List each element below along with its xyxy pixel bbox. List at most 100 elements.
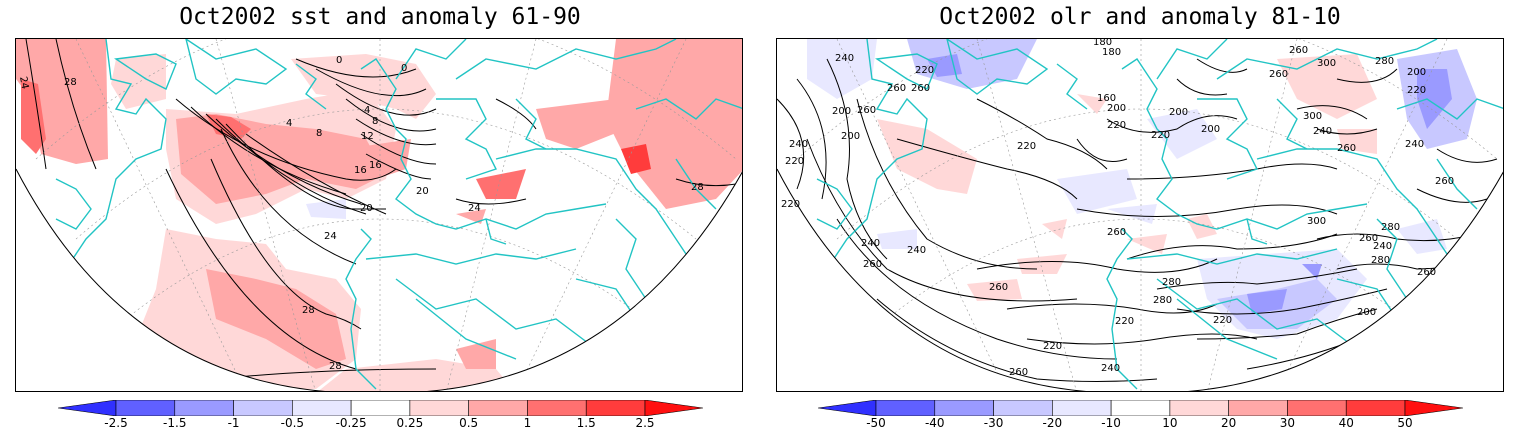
colorbar-tick-label: 10 xyxy=(1162,416,1178,430)
sst-anomaly-region xyxy=(606,39,742,209)
contour-label: 28 xyxy=(691,182,704,193)
contour-label: 220 xyxy=(1115,316,1134,327)
contour-label: 20 xyxy=(360,203,373,214)
colorbar-swatch xyxy=(292,400,352,416)
sst-anomaly-region xyxy=(621,144,651,174)
olr-anomaly-region xyxy=(1017,254,1067,274)
contour-label: 200 xyxy=(1107,103,1126,114)
olr-anomaly-region xyxy=(907,39,1037,89)
colorbar-swatch xyxy=(350,400,411,416)
colorbar-tick-label: -30 xyxy=(983,416,1004,430)
contour-label: 16 xyxy=(369,160,382,171)
contour-label: 240 xyxy=(1101,363,1120,374)
contour-label: 240 xyxy=(789,139,808,150)
colorbar-tick-label: 20 xyxy=(1221,416,1237,430)
contour-label: 220 xyxy=(1043,341,1062,352)
contour-label: 20 xyxy=(416,186,429,197)
colorbar-swatch xyxy=(233,400,293,416)
colorbar-tick-label: 30 xyxy=(1279,416,1296,430)
olr-colorbar xyxy=(818,400,1463,416)
contour-label: 28 xyxy=(64,77,77,88)
colorbar-tick-label: 40 xyxy=(1338,416,1354,430)
olr-anomaly-region xyxy=(1302,264,1322,279)
contour-label: 4 xyxy=(364,105,370,116)
olr-anomaly-region xyxy=(967,279,1022,301)
contour-label: 280 xyxy=(1371,255,1390,266)
olr-map-panel: 240 220 260 260 260 200 180 180 160 200 … xyxy=(776,38,1504,392)
contour-label: 200 xyxy=(1169,107,1188,118)
contour-label: 220 xyxy=(1213,315,1232,326)
contour-label: 260 xyxy=(1359,233,1378,244)
contour-label: 16 xyxy=(354,165,367,176)
olr-anomaly-region xyxy=(1077,94,1107,114)
colorbar-swatch xyxy=(644,400,703,416)
contour-label: 260 xyxy=(911,83,930,94)
colorbar-tick-label: 0.5 xyxy=(459,416,479,430)
contour-label: 160 xyxy=(1097,93,1116,104)
colorbar-swatch xyxy=(1110,400,1171,416)
contour-label: 260 xyxy=(1417,267,1436,278)
contour-label: 260 xyxy=(857,105,876,116)
contour-label: 8 xyxy=(316,128,322,139)
contour-label: 260 xyxy=(1107,227,1126,238)
olr-map-title: Oct2002 olr and anomaly 81-10 xyxy=(939,4,1341,30)
colorbar-swatch xyxy=(1052,400,1112,416)
colorbar-swatch xyxy=(58,400,117,416)
colorbar-tick-label: -50 xyxy=(866,416,886,430)
contour-label: 180 xyxy=(1102,47,1121,58)
contour-label: 8 xyxy=(372,116,378,127)
contour-label: 220 xyxy=(785,156,804,167)
contour-label: 200 xyxy=(832,106,851,117)
contour-label: 300 xyxy=(1317,58,1336,69)
contour-label: 24 xyxy=(324,231,337,242)
contour-label: 280 xyxy=(1153,295,1172,306)
contour-label: 0 xyxy=(336,55,342,66)
colorbar-swatch xyxy=(1287,400,1347,416)
colorbar-swatch xyxy=(1169,400,1229,416)
contour-label: 4 xyxy=(286,118,292,129)
sst-anomaly-region xyxy=(21,79,46,154)
colorbar-swatch xyxy=(934,400,994,416)
olr-anomaly-region xyxy=(1417,69,1452,129)
colorbar-tick-label: 2.5 xyxy=(635,416,655,430)
contour-label: 220 xyxy=(915,65,934,76)
colorbar-tick-label: 50 xyxy=(1397,416,1413,430)
colorbar-swatch xyxy=(585,400,646,416)
contour-label: 180 xyxy=(1093,39,1112,48)
contour-label: 260 xyxy=(989,282,1008,293)
contour-label: 24 xyxy=(17,76,30,90)
olr-anomaly-region xyxy=(877,229,917,249)
colorbar-swatch xyxy=(1345,400,1406,416)
sst-anomaly-region xyxy=(476,169,526,199)
sst-map-svg: 24 28 0 0 4 4 8 8 12 16 16 20 20 24 24 2… xyxy=(16,39,742,391)
colorbar-swatch xyxy=(875,400,936,416)
contour-label: 240 xyxy=(861,238,880,249)
contour-label: 220 xyxy=(1407,85,1426,96)
olr-anomaly-region xyxy=(927,54,962,77)
olr-anomaly-region xyxy=(1057,169,1137,214)
olr-anomaly-region xyxy=(1397,219,1447,254)
colorbar-tick-label: -40 xyxy=(924,416,945,430)
olr-anomaly-region xyxy=(1337,129,1377,154)
olr-map-svg: 240 220 260 260 260 200 180 180 160 200 … xyxy=(777,39,1503,391)
sst-map-title: Oct2002 sst and anomaly 61-90 xyxy=(179,4,581,30)
contour-label: 200 xyxy=(1407,67,1426,78)
colorbar-swatch xyxy=(468,400,528,416)
sst-map-panel: 24 28 0 0 4 4 8 8 12 16 16 20 20 24 24 2… xyxy=(15,38,743,392)
colorbar-tick-label: 0.25 xyxy=(396,416,424,430)
contour-label: 280 xyxy=(1162,277,1181,288)
contour-label: 0 xyxy=(401,63,407,74)
colorbar-swatch xyxy=(818,400,877,416)
contour-label: 28 xyxy=(302,305,315,316)
contour-label: 260 xyxy=(1435,176,1454,187)
contour-label: 220 xyxy=(1017,141,1036,152)
contour-label: 240 xyxy=(835,53,854,64)
contour-label: 280 xyxy=(1375,56,1394,67)
olr-anomaly-region xyxy=(1127,234,1167,254)
contour-label: 280 xyxy=(1381,222,1400,233)
sst-anomaly-region xyxy=(206,269,346,369)
contour-label: 200 xyxy=(1357,307,1376,318)
contour-label: 260 xyxy=(1289,45,1308,56)
contour-label: 260 xyxy=(1337,143,1356,154)
contour-label: 260 xyxy=(1009,367,1028,378)
